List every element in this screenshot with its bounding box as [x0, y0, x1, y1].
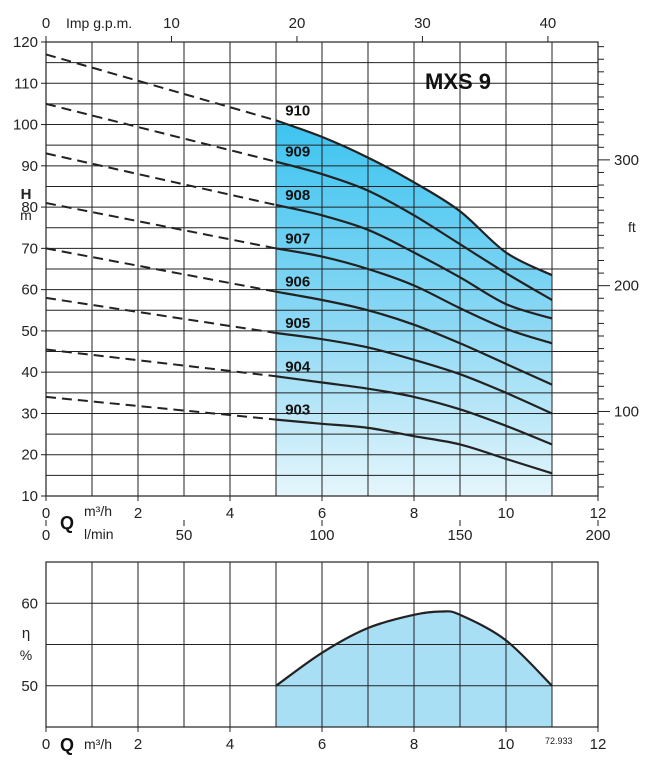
- lmin-tick-label: 50: [176, 527, 193, 544]
- curve-910-dashed: [45, 53, 277, 122]
- curve-label-910: 910: [285, 102, 310, 119]
- x-tick-label: 6: [318, 505, 326, 522]
- ft-tick-label: 100: [614, 403, 639, 420]
- lmin-axis-label: l/min: [84, 526, 114, 542]
- y-tick-label: 60: [21, 595, 38, 612]
- x-axis-unit: m³/h: [84, 736, 112, 752]
- y-tick-label: 80: [21, 199, 38, 216]
- x-tick-label: 8: [410, 736, 418, 753]
- curve-909-dashed: [45, 102, 277, 163]
- x-tick-label: 4: [226, 736, 234, 753]
- x-tick-label: 12: [590, 505, 607, 522]
- curve-910: [275, 119, 553, 277]
- x-tick-label: 12: [590, 736, 607, 753]
- curve-909: [275, 160, 553, 301]
- curve-908: [275, 203, 553, 320]
- x-tick-label: 0: [42, 736, 50, 753]
- y2-axis-unit: ft: [628, 219, 636, 235]
- y-tick-label: 50: [21, 323, 38, 340]
- gpm-tick-label: 20: [289, 15, 306, 32]
- gpm-tick-label: 10: [163, 15, 180, 32]
- y-tick-label: 100: [13, 117, 38, 134]
- curve-label-904: 904: [285, 358, 311, 375]
- x-tick-label: 4: [226, 505, 234, 522]
- curve-904-dashed: [45, 348, 277, 378]
- y-tick-label: 90: [21, 158, 38, 175]
- curve-905-dashed: [45, 296, 277, 334]
- lmin-tick-label: 0: [42, 527, 50, 544]
- curve-903-dashed: [45, 395, 277, 421]
- y-axis-unit: %: [20, 647, 32, 663]
- x-tick-label: 2: [134, 736, 142, 753]
- ft-tick-label: 200: [614, 278, 639, 295]
- efficiency-chart: 50 60 η% 0 2 4 6 8 10 12 Q m³/h 72.933: [20, 561, 607, 755]
- x-tick-label: 6: [318, 736, 326, 753]
- y-tick-label: 10: [21, 488, 38, 505]
- x-axis-label: Q: [60, 513, 74, 533]
- curve-906-dashed: [45, 247, 277, 293]
- x-axis-unit: m³/h: [84, 503, 112, 519]
- curve-905: [275, 331, 553, 415]
- y-tick-label: 20: [21, 447, 38, 464]
- curve-903: [275, 418, 553, 475]
- curve-908-dashed: [45, 152, 277, 206]
- y-tick-label: 70: [21, 240, 38, 257]
- y-axis-label: H: [21, 186, 32, 203]
- y-tick-label: 30: [21, 405, 38, 422]
- lmin-tick-label: 200: [585, 527, 610, 544]
- curve-label-908: 908: [285, 187, 310, 204]
- curve-906: [275, 290, 553, 386]
- x-tick-label: 2: [134, 505, 142, 522]
- curve-904: [275, 375, 553, 446]
- y-tick-label: 120: [13, 34, 38, 51]
- reference-number: 72.933: [545, 736, 573, 746]
- y-tick-label: 110: [14, 75, 38, 92]
- x-tick-label: 0: [42, 505, 50, 522]
- ft-tick-label: 300: [614, 152, 639, 169]
- curve-label-906: 906: [285, 274, 310, 291]
- y-tick-label: 50: [21, 678, 38, 695]
- y-axis-unit: m: [20, 207, 32, 223]
- gpm-tick-label: 30: [414, 15, 431, 32]
- gpm-axis-label: Imp g.p.m.: [66, 15, 132, 31]
- curve-907-dashed: [45, 202, 277, 250]
- x-tick-label: 8: [410, 505, 418, 522]
- curve-907: [275, 247, 553, 345]
- efficiency-curve: [275, 610, 553, 687]
- x-axis-label: Q: [60, 735, 74, 755]
- lmin-tick-label: 100: [309, 527, 334, 544]
- curve-label-903: 903: [285, 402, 310, 419]
- curve-label-907: 907: [285, 230, 310, 247]
- gpm-tick-label: 0: [42, 15, 50, 32]
- curve-label-909: 909: [285, 144, 310, 161]
- y-axis-label: η: [22, 625, 30, 642]
- curve-label-905: 905: [285, 315, 310, 332]
- chart-title: MXS 9: [425, 69, 491, 94]
- x-tick-label: 10: [498, 505, 515, 522]
- y-tick-label: 60: [21, 282, 38, 299]
- x-tick-label: 10: [498, 736, 515, 753]
- gpm-tick-label: 40: [540, 15, 557, 32]
- y-tick-label: 40: [21, 364, 38, 381]
- lmin-tick-label: 150: [447, 527, 472, 544]
